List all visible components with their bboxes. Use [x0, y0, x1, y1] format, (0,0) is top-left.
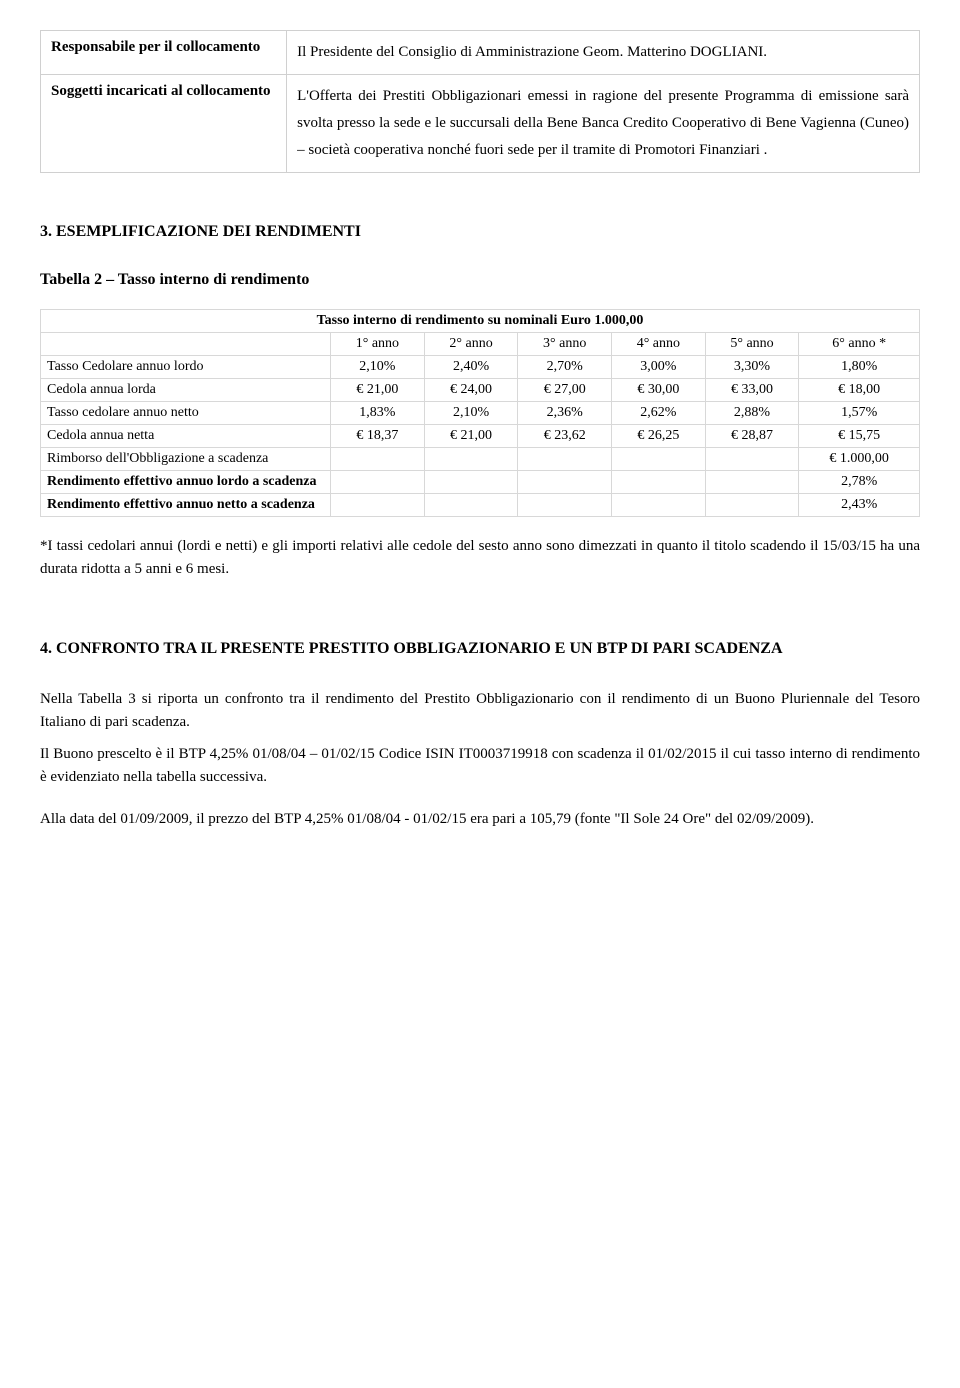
col-header: [41, 333, 331, 356]
cell: [424, 494, 518, 517]
cell: € 33,00: [705, 379, 799, 402]
cell: € 21,00: [331, 379, 425, 402]
cell: 2,10%: [424, 402, 518, 425]
row-label: Rendimento effettivo annuo netto a scade…: [41, 494, 331, 517]
cell: [331, 448, 425, 471]
cell: € 1.000,00: [799, 448, 920, 471]
cell: [331, 494, 425, 517]
col-header: 2° anno: [424, 333, 518, 356]
col-header: 1° anno: [331, 333, 425, 356]
cell: € 24,00: [424, 379, 518, 402]
cell: € 15,75: [799, 425, 920, 448]
cell: [705, 494, 799, 517]
cell: [424, 471, 518, 494]
cell: € 21,00: [424, 425, 518, 448]
cell: [612, 494, 706, 517]
cell: € 30,00: [612, 379, 706, 402]
cell: € 28,87: [705, 425, 799, 448]
cell: 1,80%: [799, 356, 920, 379]
cell: [705, 471, 799, 494]
col-header: 5° anno: [705, 333, 799, 356]
cell: [518, 448, 612, 471]
def-content: Il Presidente del Consiglio di Amministr…: [287, 31, 920, 75]
def-label: Soggetti incaricati al collocamento: [41, 75, 287, 173]
col-header: 6° anno *: [799, 333, 920, 356]
cell: [331, 471, 425, 494]
row-label: Tasso cedolare annuo netto: [41, 402, 331, 425]
cell: 1,57%: [799, 402, 920, 425]
cell: 2,10%: [331, 356, 425, 379]
cell: [612, 448, 706, 471]
row-label: Tasso Cedolare annuo lordo: [41, 356, 331, 379]
definitions-table: Responsabile per il collocamentoIl Presi…: [40, 30, 920, 173]
cell: [518, 494, 612, 517]
row-label: Rendimento effettivo annuo lordo a scade…: [41, 471, 331, 494]
row-label: Cedola annua netta: [41, 425, 331, 448]
cell: 3,30%: [705, 356, 799, 379]
cell: € 18,00: [799, 379, 920, 402]
def-content: L'Offerta dei Prestiti Obbligazionari em…: [287, 75, 920, 173]
cell: € 23,62: [518, 425, 612, 448]
section4-p1: Nella Tabella 3 si riporta un confronto …: [40, 688, 920, 733]
cell: 3,00%: [612, 356, 706, 379]
cell: 2,43%: [799, 494, 920, 517]
cell: [424, 448, 518, 471]
cell: 2,88%: [705, 402, 799, 425]
section3-heading: 3. ESEMPLIFICAZIONE DEI RENDIMENTI: [40, 223, 920, 241]
cell: 2,62%: [612, 402, 706, 425]
cell: € 26,25: [612, 425, 706, 448]
section4-p2: Il Buono prescelto è il BTP 4,25% 01/08/…: [40, 743, 920, 788]
def-label: Responsabile per il collocamento: [41, 31, 287, 75]
table2-title: Tasso interno di rendimento su nominali …: [41, 310, 920, 333]
cell: 2,78%: [799, 471, 920, 494]
rendimento-table: Tasso interno di rendimento su nominali …: [40, 309, 920, 517]
cell: € 18,37: [331, 425, 425, 448]
cell: 2,36%: [518, 402, 612, 425]
table2-footnote: *I tassi cedolari annui (lordi e netti) …: [40, 535, 920, 580]
cell: € 27,00: [518, 379, 612, 402]
cell: 2,70%: [518, 356, 612, 379]
section3-subheading: Tabella 2 – Tasso interno di rendimento: [40, 271, 920, 289]
cell: [518, 471, 612, 494]
col-header: 4° anno: [612, 333, 706, 356]
cell: [612, 471, 706, 494]
cell: [705, 448, 799, 471]
row-label: Rimborso dell'Obbligazione a scadenza: [41, 448, 331, 471]
section4-p3: Alla data del 01/09/2009, il prezzo del …: [40, 808, 920, 831]
cell: 1,83%: [331, 402, 425, 425]
cell: 2,40%: [424, 356, 518, 379]
col-header: 3° anno: [518, 333, 612, 356]
row-label: Cedola annua lorda: [41, 379, 331, 402]
section4-heading: 4. CONFRONTO TRA IL PRESENTE PRESTITO OB…: [40, 640, 920, 658]
